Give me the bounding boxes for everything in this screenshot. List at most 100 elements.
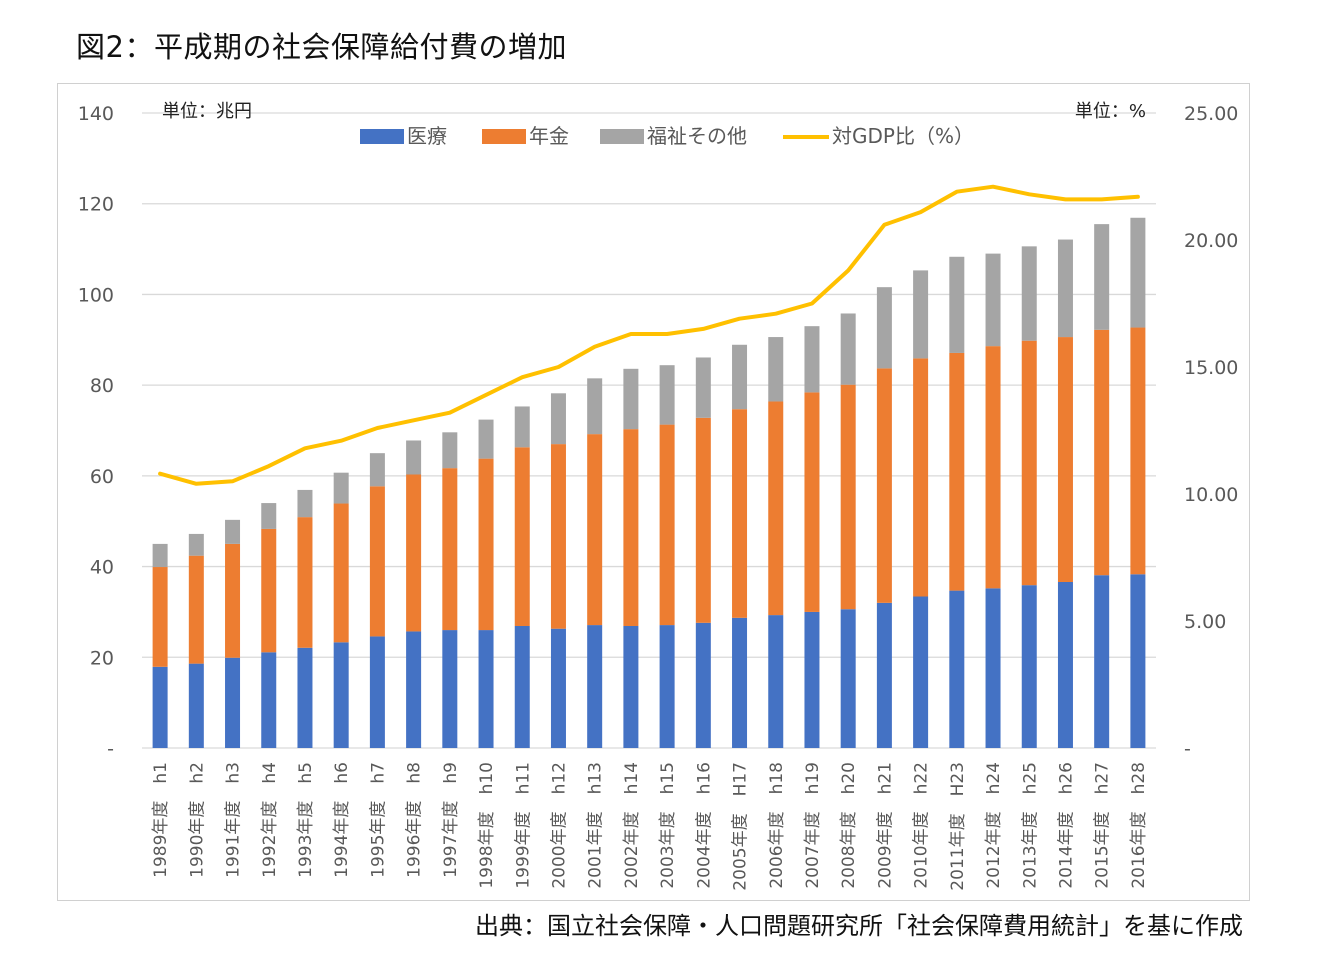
pension-bar	[876, 368, 892, 603]
welfare-bar	[840, 313, 856, 385]
pension-bar	[840, 384, 856, 610]
welfare-bar	[550, 393, 566, 445]
x-tick-label: 2016年度 h28	[1129, 762, 1149, 889]
pension-bar	[1057, 337, 1073, 582]
pension-bar	[768, 401, 784, 616]
medical-bar	[478, 630, 494, 748]
welfare-bar	[804, 326, 820, 393]
medical-bar	[732, 617, 748, 748]
pension-bar	[478, 458, 494, 631]
x-tick-label: 2014年度 h26	[1056, 762, 1076, 889]
pension-bar	[1094, 329, 1110, 576]
right-tick-label: 10.00	[1184, 484, 1238, 506]
right-tick-label: 15.00	[1184, 357, 1238, 379]
unit-left-label: 単位：兆円	[162, 101, 252, 122]
welfare-bar	[297, 489, 313, 518]
chart-legend: 医療 年金 福祉その他 対GDP比（%）	[360, 124, 974, 148]
welfare-bar	[985, 253, 1001, 347]
left-tick-label: 20	[90, 647, 114, 669]
medical-bar	[840, 609, 856, 748]
welfare-bar	[732, 344, 748, 410]
x-tick-label: 2008年度 h20	[839, 762, 859, 889]
bar-series	[152, 217, 1146, 748]
x-tick-label: 2012年度 h24	[984, 762, 1004, 889]
x-tick-label: 1992年度 h4	[260, 762, 280, 878]
x-tick-label: 1995年度 h7	[368, 762, 388, 878]
pension-bar	[695, 417, 711, 623]
pension-bar	[261, 528, 277, 653]
welfare-bar	[913, 270, 929, 359]
x-tick-label: 1999年度 h11	[513, 762, 533, 889]
right-tick-label: 25.00	[1184, 103, 1238, 125]
unit-right-label: 単位：%	[1075, 101, 1146, 122]
medical-bar	[985, 588, 1001, 748]
legend-label: 福祉その他	[647, 124, 747, 148]
pension-bar	[659, 424, 675, 626]
welfare-bar	[768, 337, 784, 402]
medical-bar	[913, 596, 929, 748]
x-tick-label: 1990年度 h2	[187, 762, 207, 878]
medical-bar	[369, 636, 385, 748]
legend-medical: 医療	[360, 124, 447, 148]
pension-bar	[442, 468, 458, 631]
pension-bar	[152, 567, 168, 667]
pension-bar	[623, 429, 639, 626]
right-tick-label: 5.00	[1184, 611, 1226, 633]
medical-bar	[1130, 574, 1146, 748]
left-axis-ticks: - 20 40 60 80 100 120 140	[78, 103, 114, 760]
x-tick-label: 1989年度 h1	[151, 762, 171, 878]
medical-bar	[297, 647, 313, 748]
x-tick-label: 1994年度 h6	[332, 762, 352, 878]
gridlines	[142, 112, 1156, 749]
welfare-bar	[514, 406, 530, 448]
welfare-bar	[442, 432, 458, 469]
medical-bar	[225, 657, 241, 748]
welfare-bar	[188, 533, 204, 556]
x-tick-label: 1991年度 h3	[224, 762, 244, 878]
pension-bar	[587, 434, 603, 626]
medical-bar	[695, 622, 711, 748]
medical-bar	[949, 590, 965, 748]
medical-bar	[1094, 575, 1110, 748]
welfare-bar	[261, 503, 277, 529]
x-tick-label: 1993年度 h5	[296, 762, 316, 878]
pension-bar	[913, 358, 929, 597]
legend-swatch	[360, 129, 404, 144]
welfare-bar	[152, 543, 168, 568]
welfare-bar	[1057, 239, 1073, 338]
gdp-ratio-line	[158, 184, 1140, 486]
medical-bar	[261, 652, 277, 748]
medical-bar	[804, 611, 820, 748]
welfare-bar	[1094, 224, 1110, 330]
legend-swatch	[600, 129, 644, 144]
medical-bar	[876, 602, 892, 748]
right-tick-label: -	[1184, 738, 1191, 760]
left-tick-label: 120	[78, 194, 114, 216]
medical-bar	[1057, 581, 1073, 748]
medical-bar	[1021, 585, 1037, 748]
figure-source: 出典：国立社会保障・人口問題研究所「社会保障費用統計」を基に作成	[475, 912, 1243, 940]
right-tick-label: 20.00	[1184, 230, 1238, 252]
left-tick-label: 140	[78, 103, 114, 125]
x-tick-label: 2013年度 h25	[1020, 762, 1040, 889]
welfare-bar	[1130, 217, 1146, 328]
pension-bar	[550, 444, 566, 629]
pension-bar	[985, 346, 1001, 589]
x-tick-label: 1997年度 h9	[441, 762, 461, 878]
left-tick-label: -	[107, 738, 114, 760]
pension-bar	[188, 555, 204, 664]
welfare-bar	[478, 419, 494, 459]
medical-bar	[406, 631, 422, 748]
welfare-bar	[587, 378, 603, 435]
pension-bar	[732, 409, 748, 618]
pension-bar	[369, 486, 385, 637]
legend-label: 対GDP比（%）	[832, 124, 974, 148]
welfare-bar	[225, 519, 241, 544]
legend-label: 医療	[407, 124, 447, 148]
pension-bar	[333, 503, 349, 643]
gdp-ratio-polyline	[158, 184, 1140, 486]
welfare-bar	[1021, 246, 1037, 341]
chart-frame	[57, 83, 1250, 901]
medical-bar	[659, 625, 675, 748]
